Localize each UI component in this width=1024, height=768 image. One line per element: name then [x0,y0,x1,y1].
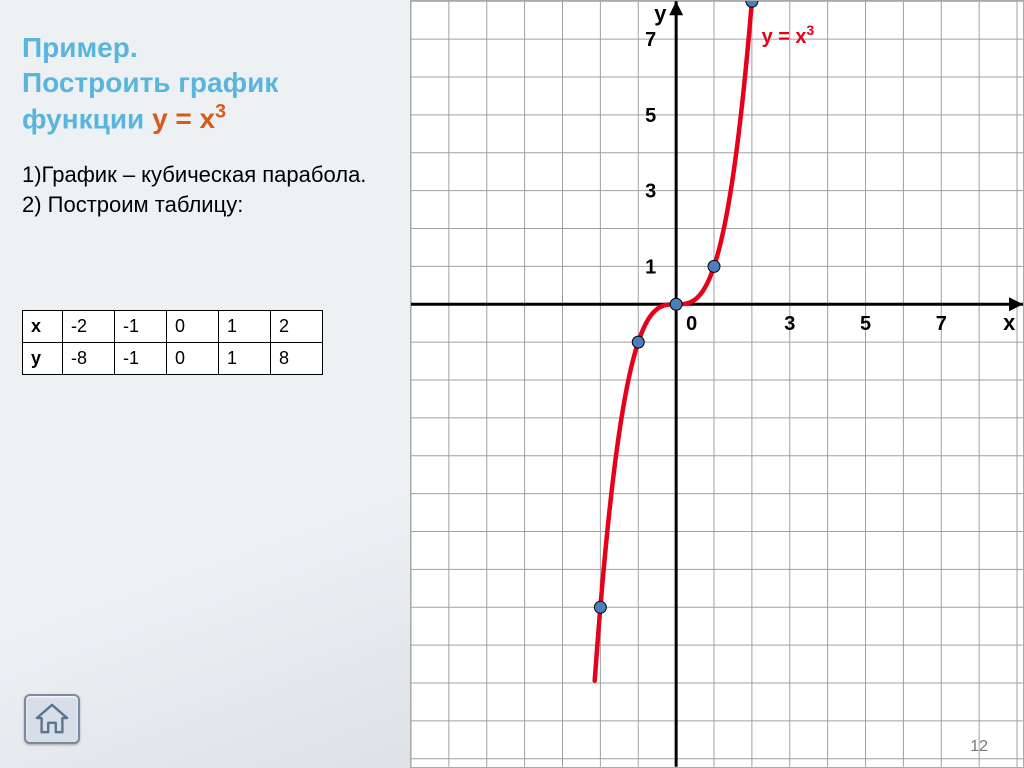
desc-line1: 1)График – кубическая парабола. [22,160,384,190]
svg-text:5: 5 [860,313,871,335]
chart-area: ух01357357y = x3 [410,0,1024,768]
svg-text:3: 3 [645,181,656,203]
svg-text:1: 1 [645,256,656,278]
table-cell: 2 [271,311,323,343]
table-cell: -2 [63,311,115,343]
home-button[interactable] [24,694,80,744]
table-cell: 1 [219,343,271,375]
svg-text:у: у [654,1,667,26]
home-icon [33,702,71,736]
title-formula: у = х3 [152,103,226,134]
svg-text:5: 5 [645,105,656,127]
svg-text:7: 7 [936,313,947,335]
chart-svg: ух01357357y = x3 [411,1,1023,767]
table-cell: -1 [115,343,167,375]
svg-text:0: 0 [686,313,697,335]
table-head-x: х [23,311,63,343]
table-head-y: у [23,343,63,375]
desc-line2: 2) Построим таблицу: [22,190,384,220]
svg-text:3: 3 [784,313,795,335]
slide-title: Пример. Построить график функции у = х3 [22,30,404,136]
page-number: 12 [970,738,988,756]
table-cell: 0 [167,343,219,375]
slide-description: 1)График – кубическая парабола. 2) Постр… [22,160,384,219]
table-cell: 8 [271,343,323,375]
table-row-x: х -2 -1 0 1 2 [23,311,323,343]
value-table: х -2 -1 0 1 2 у -8 -1 0 1 8 [22,310,323,375]
svg-text:х: х [1003,310,1016,335]
table-cell: 1 [219,311,271,343]
svg-text:7: 7 [645,29,656,51]
table-cell: -8 [63,343,115,375]
table-cell: 0 [167,311,219,343]
table-row-y: у -8 -1 0 1 8 [23,343,323,375]
title-line1: Пример. [22,32,138,63]
title-line2: Построить график функции [22,67,278,134]
table-cell: -1 [115,311,167,343]
